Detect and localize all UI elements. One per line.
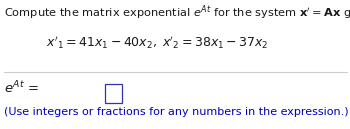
Text: $x'_1 = 41x_1 - 40x_2,\; x'_2 = 38x_1 - 37x_2$: $x'_1 = 41x_1 - 40x_2,\; x'_2 = 38x_1 - … — [46, 35, 268, 51]
Text: $e^{At}$ =: $e^{At}$ = — [4, 80, 40, 97]
Text: (Use integers or fractions for any numbers in the expression.): (Use integers or fractions for any numbe… — [4, 107, 348, 117]
FancyBboxPatch shape — [105, 84, 122, 103]
Text: Compute the matrix exponential $e^{At}$ for the system $\mathbf{x}' = \mathbf{A}: Compute the matrix exponential $e^{At}$ … — [4, 4, 350, 22]
